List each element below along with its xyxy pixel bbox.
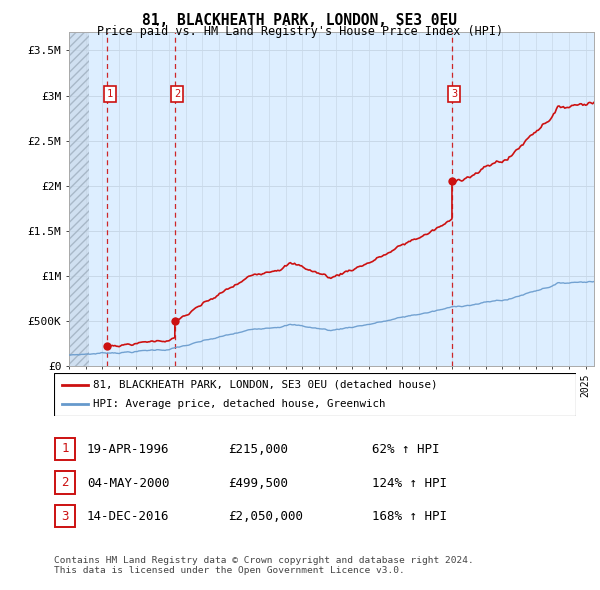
Bar	[69, 32, 89, 366]
Text: 81, BLACKHEATH PARK, LONDON, SE3 0EU (detached house): 81, BLACKHEATH PARK, LONDON, SE3 0EU (de…	[93, 380, 437, 390]
Text: 2: 2	[174, 89, 181, 99]
Text: 3: 3	[451, 89, 457, 99]
Text: 168% ↑ HPI: 168% ↑ HPI	[372, 510, 447, 523]
Text: Price paid vs. HM Land Registry's House Price Index (HPI): Price paid vs. HM Land Registry's House …	[97, 25, 503, 38]
Text: 2: 2	[61, 476, 68, 489]
Text: 62% ↑ HPI: 62% ↑ HPI	[372, 443, 439, 456]
Text: 1: 1	[107, 89, 113, 99]
FancyBboxPatch shape	[55, 505, 74, 527]
Text: 81, BLACKHEATH PARK, LONDON, SE3 0EU: 81, BLACKHEATH PARK, LONDON, SE3 0EU	[143, 13, 458, 28]
Bar	[69, 32, 89, 366]
FancyBboxPatch shape	[55, 438, 74, 460]
FancyBboxPatch shape	[55, 471, 74, 494]
Text: 124% ↑ HPI: 124% ↑ HPI	[372, 477, 447, 490]
Text: £215,000: £215,000	[228, 443, 288, 456]
Text: 04-MAY-2000: 04-MAY-2000	[87, 477, 170, 490]
FancyBboxPatch shape	[54, 373, 576, 416]
Text: 3: 3	[61, 510, 68, 523]
Text: 19-APR-1996: 19-APR-1996	[87, 443, 170, 456]
Text: HPI: Average price, detached house, Greenwich: HPI: Average price, detached house, Gree…	[93, 399, 386, 409]
Text: £499,500: £499,500	[228, 477, 288, 490]
Text: £2,050,000: £2,050,000	[228, 510, 303, 523]
Text: 1: 1	[61, 442, 68, 455]
Text: Contains HM Land Registry data © Crown copyright and database right 2024.
This d: Contains HM Land Registry data © Crown c…	[54, 556, 474, 575]
Text: 14-DEC-2016: 14-DEC-2016	[87, 510, 170, 523]
